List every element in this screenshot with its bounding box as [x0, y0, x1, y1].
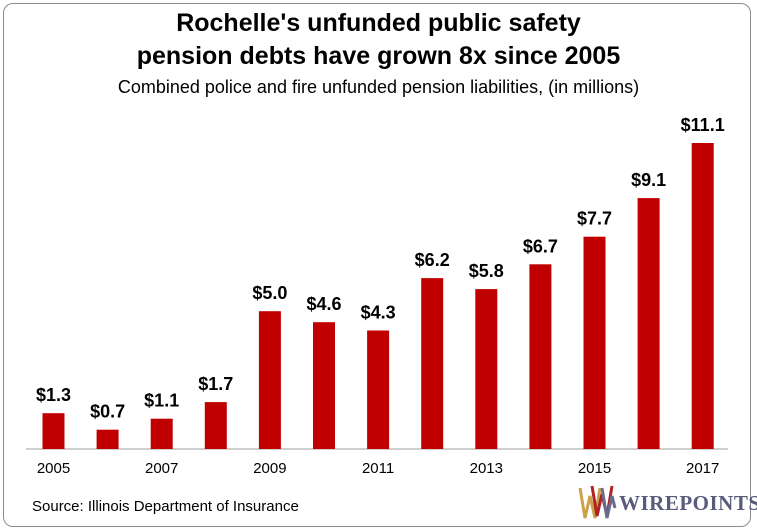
bar-2011	[367, 330, 390, 449]
source-note: Source: Illinois Department of Insurance	[32, 498, 299, 515]
bar-2016	[637, 198, 660, 449]
bar-2010	[313, 322, 335, 449]
data-label-2012: $6.2	[415, 250, 450, 270]
data-label-2017: $11.1	[681, 115, 725, 135]
wirepoints-logo: WIREPOINTS	[578, 482, 757, 522]
data-label-2016: $9.1	[631, 170, 666, 190]
x-tick-label-2005: 2005	[37, 460, 70, 477]
data-label-2006: $0.7	[90, 402, 125, 422]
bar-2009	[258, 311, 281, 449]
bar-2017	[691, 143, 714, 449]
x-tick-label-2013: 2013	[470, 460, 503, 477]
x-tick-label-2015: 2015	[578, 460, 611, 477]
bar-2014	[529, 264, 552, 449]
chart-title-line-2: pension debts have grown 8x since 2005	[136, 42, 621, 70]
bar-2012	[421, 278, 444, 449]
chart-title-line-1: Rochelle's unfunded public safety	[176, 9, 581, 37]
wirepoints-logo-text: WIREPOINTS	[619, 491, 757, 515]
x-tick-label-2011: 2011	[362, 460, 394, 477]
data-label-2009: $5.0	[252, 283, 287, 303]
data-label-2008: $1.7	[198, 374, 233, 394]
data-label-2011: $4.3	[361, 303, 396, 323]
wirepoints-logo-icon	[578, 485, 617, 519]
bar-2005	[42, 413, 65, 449]
data-label-2007: $1.1	[144, 391, 179, 411]
bar-2008	[204, 402, 227, 449]
chart-subtitle: Combined police and fire unfunded pensio…	[117, 77, 640, 97]
data-label-2005: $1.3	[36, 385, 71, 405]
data-label-2014: $6.7	[523, 236, 558, 256]
x-tick-label-2009: 2009	[253, 460, 286, 477]
data-label-2015: $7.7	[577, 209, 612, 229]
data-label-2013: $5.8	[469, 261, 504, 281]
x-tick-label-2007: 2007	[145, 460, 178, 477]
x-tick-label-2017: 2017	[686, 460, 719, 477]
data-label-2010: $4.6	[306, 294, 341, 314]
bar-2015	[583, 236, 606, 449]
bar-2007	[150, 418, 173, 449]
bar-2006	[96, 429, 119, 449]
bar-2013	[475, 289, 498, 449]
